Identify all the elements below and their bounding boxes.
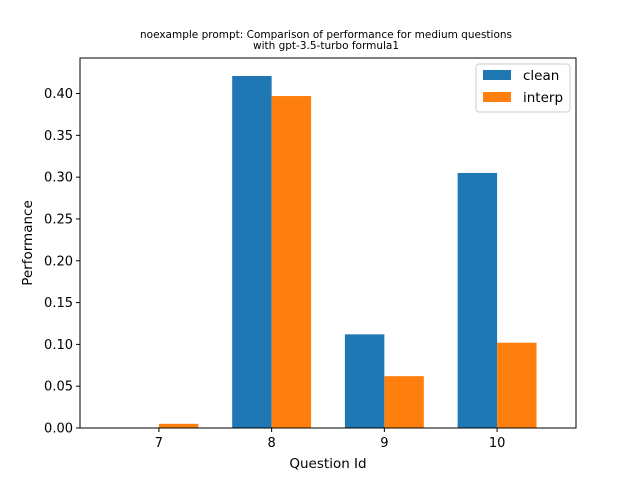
legend-swatch-clean xyxy=(483,70,511,80)
x-axis-ticks: 7 8 9 10 xyxy=(155,428,506,451)
legend-label-interp: interp xyxy=(523,90,563,106)
y-tick-label: 0.00 xyxy=(44,422,73,437)
x-tick-label: 8 xyxy=(267,436,275,451)
chart-title-line-2: with gpt-3.5-turbo formula1 xyxy=(253,40,399,52)
y-axis-ticks: 0.00 0.05 0.10 0.15 0.20 0.25 0.30 0.35 0.40 xyxy=(44,87,80,437)
bar-interp-7 xyxy=(158,423,199,428)
x-tick-label: 10 xyxy=(489,436,506,451)
x-axis-title: Question Id xyxy=(289,456,366,472)
y-tick-label: 0.05 xyxy=(44,380,73,395)
plot-frame xyxy=(79,57,577,429)
y-tick-label: 0.30 xyxy=(44,171,73,186)
legend-label-clean: clean xyxy=(523,68,559,84)
chart-title-line-1: noexample prompt: Comparison of performa… xyxy=(140,29,512,41)
legend: clean interp xyxy=(475,63,571,113)
x-tick-label: 9 xyxy=(380,436,388,451)
y-tick-label: 0.35 xyxy=(44,129,73,144)
bar-clean-9 xyxy=(344,334,385,428)
y-tick-label: 0.25 xyxy=(44,212,73,227)
y-tick-label: 0.10 xyxy=(44,338,73,353)
bar-clean-8 xyxy=(232,75,272,428)
y-tick-label: 0.20 xyxy=(44,254,73,269)
bar-interp-10 xyxy=(497,342,537,428)
bar-clean-10 xyxy=(457,172,498,428)
y-tick-label: 0.15 xyxy=(44,296,73,311)
bars-layer xyxy=(158,75,537,428)
y-tick-label: 0.40 xyxy=(44,87,73,102)
x-tick-label: 7 xyxy=(155,436,163,451)
legend-swatch-interp xyxy=(483,92,511,102)
y-axis-title: Performance xyxy=(20,200,36,286)
bar-interp-9 xyxy=(384,376,424,428)
bar-interp-8 xyxy=(271,96,312,428)
